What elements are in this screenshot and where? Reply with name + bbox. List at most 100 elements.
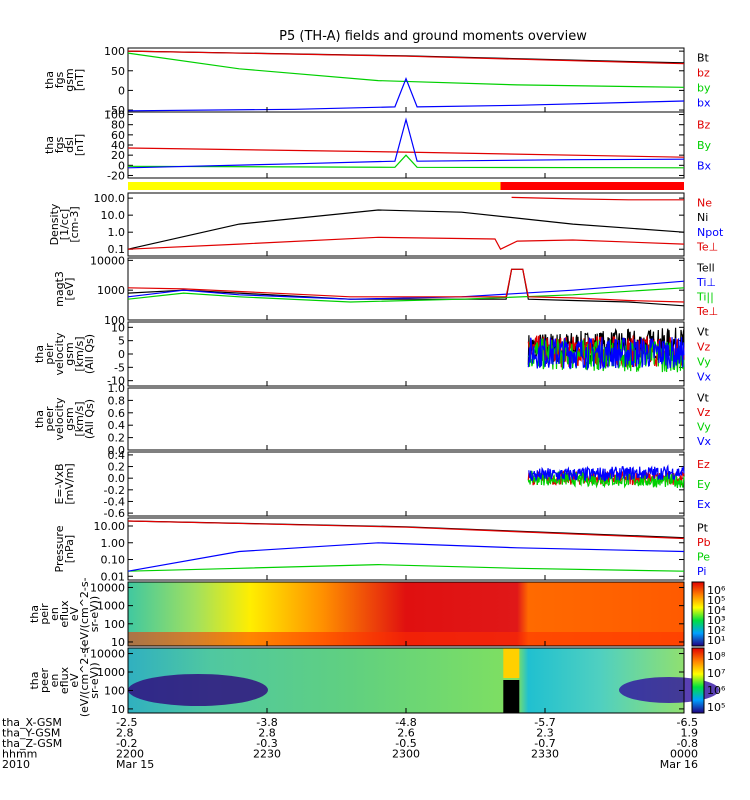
y-tick-label: 100.0 (94, 192, 126, 205)
legend-entry: Ti|| (696, 290, 714, 303)
colorbar-tick-label: 10⁶ (707, 584, 726, 597)
ephemeris-value: -0.7 (534, 737, 555, 750)
ephemeris-value: 1.9 (681, 727, 699, 740)
ephemeris-value: -0.2 (116, 737, 137, 750)
colorbar-tick-label: 10⁵ (707, 594, 725, 607)
legend-entry: By (697, 139, 712, 152)
ephemeris-value: 2230 (253, 748, 281, 761)
y-axis-label: velocity (53, 397, 66, 440)
y-tick-label: 10 (111, 321, 125, 334)
y-tick-label: 0.2 (108, 461, 126, 474)
y-tick-label: 5 (118, 335, 125, 348)
y-tick-label: 80 (111, 119, 125, 132)
legend-entry: Bz (697, 118, 711, 131)
ephemeris-table: tha_X-GSMtha_Y-GSMtha_Z-GSMhhmm2010-2.52… (2, 716, 698, 771)
panel-peir_en: 10⁶10⁵10⁴10³10²10¹10000100010010thapeire… (28, 577, 726, 650)
panel-temps: 10000 1000 100 magt3[eV] Tell Ti⊥Ti|| Te⊥ (53, 254, 718, 327)
y-tick-label: 10.00 (94, 520, 126, 533)
colorbar (691, 647, 705, 714)
ephemeris-value: 2.8 (258, 727, 276, 740)
series-line-fgs_dsl (127, 117, 685, 169)
y-tick-label: 100 (104, 45, 125, 58)
y-axis-label: [km/s] (73, 336, 86, 371)
y-axis-label: eV (68, 673, 81, 688)
y-tick-label: 60 (111, 129, 125, 142)
series-line-temps (127, 280, 685, 300)
y-tick-label: 0 (118, 84, 125, 97)
ephemeris-value: 2.8 (116, 727, 134, 740)
y-tick-label: -5 (114, 361, 125, 374)
y-tick-label: 100 (104, 684, 125, 697)
legend-entry: Vx (697, 435, 712, 448)
y-tick-label: 0.8 (108, 394, 126, 407)
legend-entry: Vz (697, 341, 711, 354)
mode-bar-segment (500, 182, 684, 190)
legend-entry: bx (697, 97, 711, 110)
y-axis-label: eflux (58, 600, 71, 628)
ephemeris-row-label: tha_Z-GSM (2, 737, 62, 750)
y-tick-label: 1.0 (108, 226, 126, 239)
panel-frame (127, 387, 685, 451)
y-tick-label: 40 (111, 139, 125, 152)
y-tick-label: 10 (111, 636, 125, 649)
legend-entry: Pe (697, 550, 710, 563)
legend-entry: Vy (697, 356, 711, 369)
panel-frame (127, 257, 685, 321)
data-gap-cap (503, 648, 520, 678)
y-axis-label: peer (43, 406, 56, 432)
y-tick-label: -10 (107, 375, 125, 388)
series-line-pressure (127, 520, 685, 540)
y-axis-label: [cm-3] (68, 206, 81, 242)
y-tick-label: 100 (104, 109, 125, 122)
y-tick-label: 1.00 (101, 537, 126, 550)
colorbar (691, 581, 705, 647)
legend-entry: Vx (697, 371, 712, 384)
legend-entry: Ex (697, 498, 711, 511)
legend-entry: Vz (697, 406, 711, 419)
y-axis-label: sr-eV)) (88, 662, 101, 698)
colorbar-tick-label: 10¹ (707, 634, 725, 647)
y-tick-label: 0.4 (108, 419, 126, 432)
y-axis-label: [nPa] (63, 535, 76, 563)
series-line-pressure (127, 542, 685, 572)
y-axis-label: velocity (53, 332, 66, 375)
series-line-density (127, 236, 685, 250)
ephemeris-value: -0.3 (256, 737, 277, 750)
panel-efield: 0.40.20.0-0.2-0.4-0.6 E=-VxB[mV/m] Ez Ey Ex (53, 449, 711, 520)
ephemeris-value: 2300 (392, 748, 420, 761)
y-axis-label: [nT] (73, 69, 86, 91)
ephemeris-value: 2.3 (536, 727, 554, 740)
legend-entry: Ne (697, 196, 712, 209)
series-line-fgs (127, 52, 685, 88)
y-axis-label: (All Qs) (83, 334, 96, 374)
ephemeris-value: -0.8 (677, 737, 698, 750)
series-line-fgs_dsl (127, 154, 685, 169)
legend-entry: Te⊥ (696, 305, 718, 318)
ephemeris-row-label: 2010 (2, 758, 30, 771)
y-axis-label: Pressure (53, 525, 66, 572)
ephemeris-value: 0000 (670, 748, 698, 761)
ephemeris-row-label: hhmm (2, 748, 37, 761)
legend-entry: Tell (696, 261, 715, 274)
y-axis-label: tha (28, 671, 41, 689)
panels: 100500-50thafgsgsm[nT]Btbzbybx1008060402… (28, 45, 726, 717)
y-tick-label: 10000 (90, 254, 125, 267)
series-line-efield (527, 470, 685, 489)
legend-entry: by (697, 82, 711, 95)
panel-peer_vel: 1.00.80.60.40.20.0 thapeervelocitygsm[km/… (33, 382, 712, 457)
y-axis-label: eV (68, 606, 81, 621)
colorbar-tick-label: 10⁵ (707, 701, 725, 714)
series-line-temps (127, 268, 685, 303)
series-line-density (511, 196, 684, 201)
legend-entry: Ni (697, 211, 708, 224)
ephemeris-value: -0.5 (395, 737, 416, 750)
legend-entry: Ez (697, 458, 710, 471)
y-axis-label: peir (43, 343, 56, 365)
y-axis-label: peer (38, 668, 51, 694)
y-tick-label: 10.0 (101, 209, 126, 222)
y-tick-label: -20 (107, 169, 125, 182)
